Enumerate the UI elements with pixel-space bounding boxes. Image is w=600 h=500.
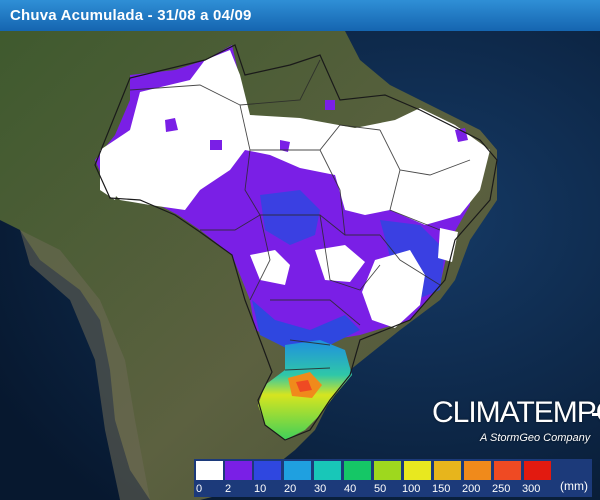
legend-swatch-8 bbox=[434, 461, 461, 480]
legend-swatch-1 bbox=[225, 461, 252, 480]
climatempo-logo: CLIMATEMPO A StormGeo Company bbox=[432, 396, 600, 444]
country-border bbox=[94, 44, 498, 441]
state-borders bbox=[129, 59, 471, 371]
legend-tick: 250 bbox=[492, 483, 511, 495]
color-legend: 0 2 10 20 30 40 50 100 150 200 250 300 bbox=[194, 459, 592, 497]
rain-10-20mm bbox=[260, 190, 320, 245]
legend-swatch-4 bbox=[314, 461, 341, 480]
legend-tick: 10 bbox=[254, 483, 267, 495]
legend-tick: 150 bbox=[432, 483, 451, 495]
dry-center bbox=[250, 250, 290, 285]
legend-tick: 20 bbox=[284, 483, 297, 495]
legend-swatch-10 bbox=[494, 461, 521, 480]
map-title: Chuva Acumulada - 31/08 a 04/09 bbox=[10, 7, 252, 24]
legend-tick: 50 bbox=[374, 483, 387, 495]
legend-tick: 40 bbox=[344, 483, 357, 495]
legend-swatch-0 bbox=[196, 461, 223, 480]
legend-swatch-2 bbox=[254, 461, 281, 480]
legend-swatch-11 bbox=[524, 461, 551, 480]
andes bbox=[20, 230, 150, 500]
dry-southeast bbox=[362, 250, 425, 328]
dry-center-2 bbox=[315, 245, 365, 282]
brand-tagline: A StormGeo Company bbox=[480, 432, 591, 444]
legend-unit: (mm) bbox=[560, 479, 588, 493]
rain-10-20mm-south bbox=[252, 300, 360, 350]
brand-name: CLIMATEMPO bbox=[432, 396, 600, 429]
legend-tick: 2 bbox=[225, 483, 232, 495]
legend-swatch-6 bbox=[374, 461, 401, 480]
legend-swatch-9 bbox=[464, 461, 491, 480]
legend-swatch-5 bbox=[344, 461, 371, 480]
legend-swatch-3 bbox=[284, 461, 311, 480]
legend-tick: 300 bbox=[522, 483, 541, 495]
legend-tick: 100 bbox=[402, 483, 421, 495]
dry-northwest bbox=[100, 160, 120, 200]
dry-north bbox=[100, 50, 490, 225]
legend-tick: 30 bbox=[314, 483, 327, 495]
rainfall-map bbox=[0, 31, 600, 500]
dry-east bbox=[438, 228, 458, 262]
legend-swatch-7 bbox=[404, 461, 431, 480]
legend-tick: 200 bbox=[462, 483, 481, 495]
rain-250-300mm bbox=[296, 380, 312, 392]
legend-tick: 0 bbox=[196, 483, 203, 495]
logo-dash-icon bbox=[592, 413, 600, 416]
title-bar: Chuva Acumulada - 31/08 a 04/09 bbox=[0, 0, 600, 32]
